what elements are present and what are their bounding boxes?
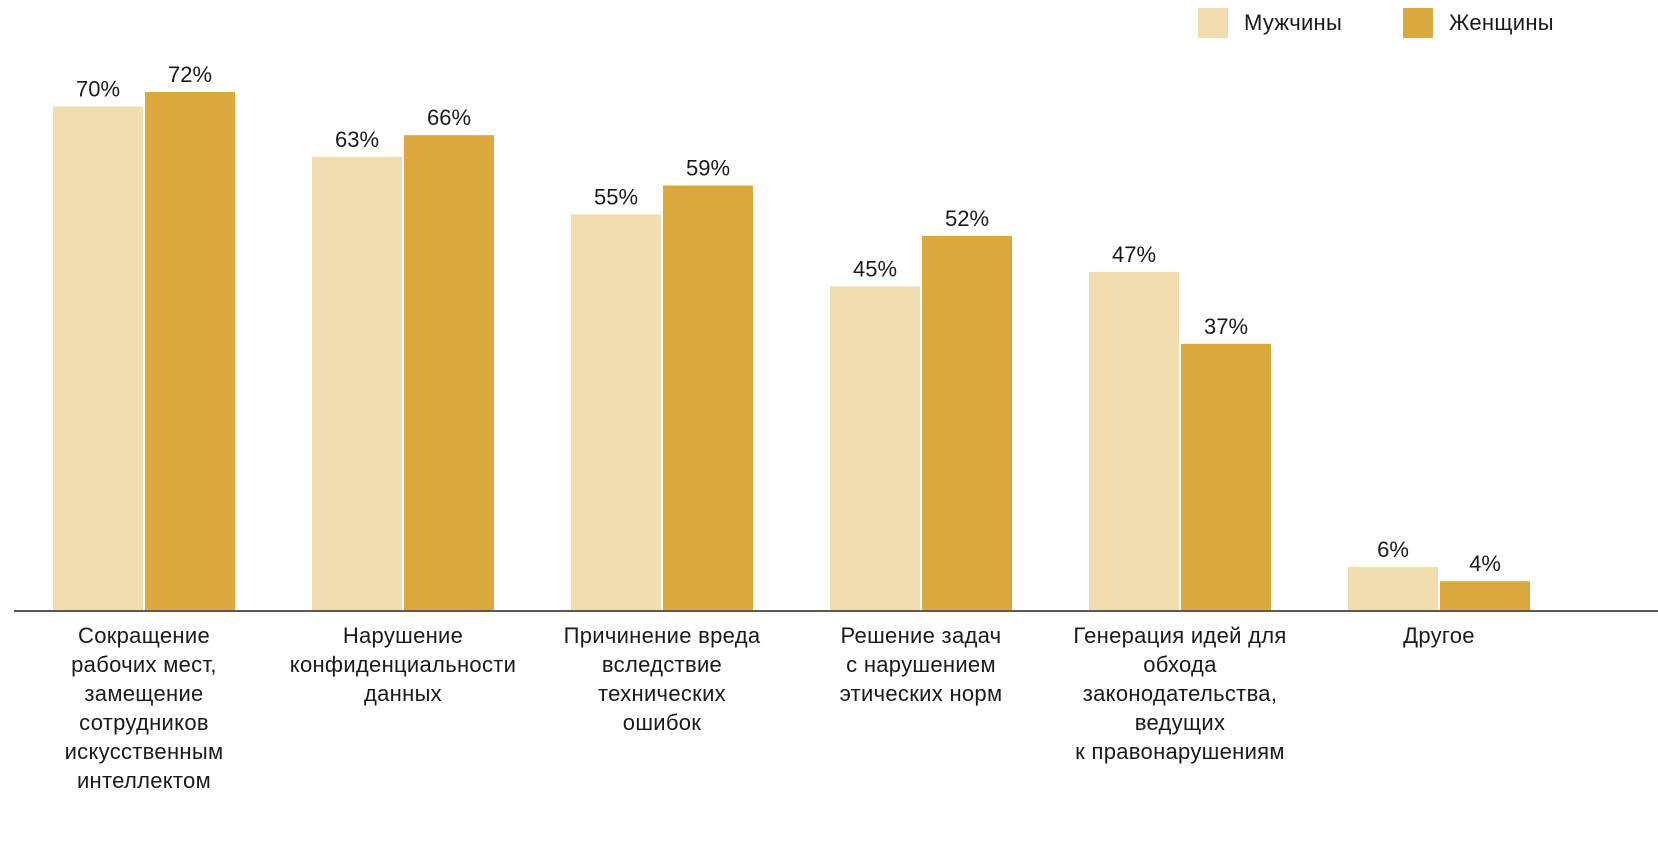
bar-women	[145, 92, 235, 610]
legend: Мужчины Женщины	[1198, 8, 1658, 40]
bar-men	[53, 106, 143, 610]
legend-label-men: Мужчины	[1244, 10, 1343, 35]
data-label: 4%	[1469, 551, 1501, 576]
category-label: Нарушение конфиденциальности данных	[289, 623, 517, 706]
data-label: 66%	[427, 105, 471, 130]
data-label: 55%	[594, 184, 638, 209]
data-label: 52%	[945, 206, 989, 231]
data-label: 6%	[1377, 537, 1409, 562]
data-label: 72%	[168, 62, 212, 87]
bar-women	[1181, 343, 1271, 610]
bar-men	[830, 286, 920, 610]
bar-women	[663, 185, 753, 610]
category-label: Решение задач с нарушением этических нор…	[839, 623, 1003, 706]
bar-men	[1089, 271, 1179, 610]
legend-swatch-women	[1403, 8, 1433, 38]
legend-swatch-men	[1198, 8, 1228, 38]
data-label: 59%	[686, 156, 730, 181]
category-label: Причинение вреда вследствие технических …	[563, 623, 761, 735]
data-label: 70%	[76, 76, 120, 101]
data-label: 63%	[335, 127, 379, 152]
bar-women	[922, 235, 1012, 610]
data-label: 37%	[1204, 314, 1248, 339]
category-label: Сокращение рабочих мест, замещение сотру…	[64, 623, 224, 793]
bar-women	[404, 135, 494, 610]
bar-men	[312, 156, 402, 610]
data-label: 47%	[1112, 242, 1156, 267]
data-label: 45%	[853, 256, 897, 281]
bar-women	[1440, 581, 1530, 610]
bar-men	[1348, 566, 1438, 610]
bar-men	[571, 214, 661, 611]
category-label: Другое	[1403, 623, 1475, 648]
category-label: Генерация идей для обхода законодательст…	[1073, 623, 1287, 764]
legend-label-women: Женщины	[1449, 10, 1554, 35]
